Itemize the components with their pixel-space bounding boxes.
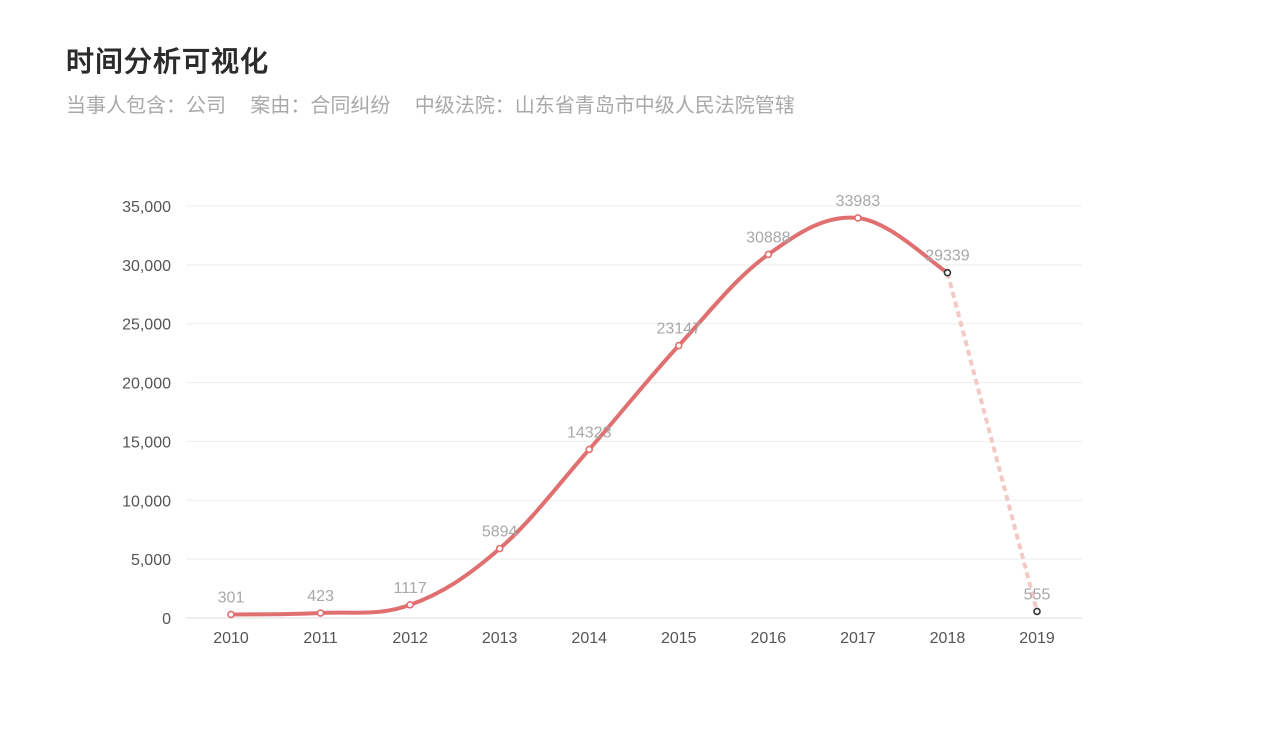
data-label: 5894 bbox=[482, 524, 518, 541]
x-tick-label: 2016 bbox=[751, 630, 787, 647]
x-tick-label: 2013 bbox=[482, 630, 518, 647]
x-tick-label: 2019 bbox=[1019, 630, 1055, 647]
x-tick-label: 2018 bbox=[930, 630, 966, 647]
data-point bbox=[674, 341, 683, 350]
data-label: 14323 bbox=[567, 424, 612, 441]
grid bbox=[186, 205, 1082, 619]
y-tick-label: 15,000 bbox=[122, 434, 171, 451]
filter-summary: 当事人包含：公司 案由：合同纠纷 中级法院：山东省青岛市中级人民法院管辖 bbox=[66, 89, 813, 118]
x-tick-label: 2012 bbox=[392, 630, 428, 647]
filter-cause: 案由：合同纠纷 bbox=[250, 93, 391, 117]
y-tick-label: 5,000 bbox=[131, 552, 171, 569]
x-tick-label: 2010 bbox=[213, 630, 249, 647]
y-tick-label: 20,000 bbox=[122, 376, 171, 393]
series-line bbox=[229, 215, 1039, 617]
y-tick-label: 0 bbox=[162, 611, 171, 628]
data-label: 30888 bbox=[746, 229, 791, 246]
data-labels: 301 423 1117 5894 14323 23147 30888 33983 29339 5… bbox=[218, 193, 1051, 606]
data-label: 33983 bbox=[836, 193, 881, 210]
data-point bbox=[495, 544, 504, 553]
y-tick-label: 25,000 bbox=[122, 317, 171, 334]
data-label: 555 bbox=[1024, 586, 1051, 603]
x-tick-label: 2014 bbox=[571, 630, 607, 647]
data-point bbox=[1033, 607, 1041, 616]
x-tick-label: 2011 bbox=[303, 630, 338, 647]
data-points bbox=[227, 214, 1041, 619]
data-label: 29339 bbox=[925, 248, 970, 265]
y-tick-label: 10,000 bbox=[122, 493, 171, 510]
data-point bbox=[227, 610, 235, 619]
data-label: 23147 bbox=[657, 321, 702, 338]
y-tick-label: 35,000 bbox=[122, 199, 171, 216]
page-title: 时间分析可视化 bbox=[66, 45, 270, 78]
data-point bbox=[943, 268, 952, 277]
data-label: 423 bbox=[307, 588, 334, 605]
x-tick-label: 2015 bbox=[661, 630, 697, 647]
series-line-dashed bbox=[945, 272, 1039, 612]
y-tick-label: 30,000 bbox=[122, 258, 171, 275]
data-label: 1117 bbox=[394, 580, 427, 597]
series-line-solid bbox=[229, 215, 950, 617]
data-point bbox=[764, 250, 773, 259]
x-tick-label: 2017 bbox=[840, 630, 876, 647]
y-axis: 0 5,000 10,000 15,000 20,000 25,000 30,000 35,0… bbox=[122, 199, 171, 628]
data-point bbox=[316, 609, 325, 617]
data-point bbox=[854, 214, 862, 222]
filter-court: 中级法院：山东省青岛市中级人民法院管辖 bbox=[414, 93, 795, 117]
data-label: 301 bbox=[218, 589, 245, 606]
filter-party: 当事人包含：公司 bbox=[66, 93, 226, 117]
data-point bbox=[585, 445, 594, 454]
data-point bbox=[406, 601, 414, 609]
x-axis: 2010 2011 2012 2013 2014 2015 2016 2017 2018 2019 bbox=[213, 630, 1055, 647]
